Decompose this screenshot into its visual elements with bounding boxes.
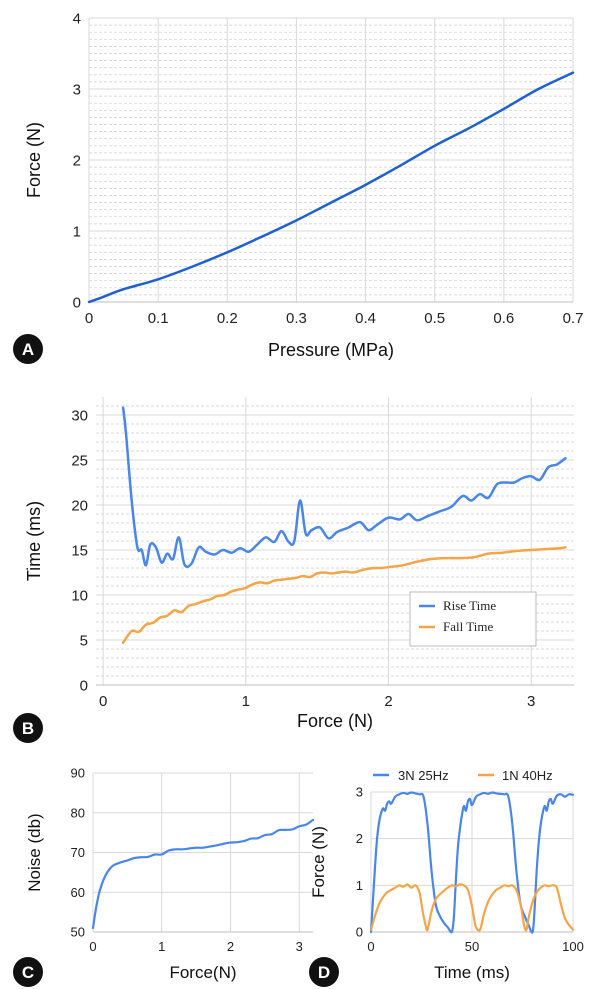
x-tick-label: 3 (296, 939, 303, 954)
x-tick-label: 0.2 (217, 310, 238, 327)
y-tick-label: 3 (73, 81, 81, 98)
y-axis-title: Noise (db) (25, 813, 44, 891)
x-tick-label: 0 (99, 693, 107, 710)
legend-label: 3N 25Hz (398, 768, 449, 783)
y-tick-label: 1 (356, 878, 363, 893)
panel-badge-b (13, 713, 43, 743)
y-tick-label: 5 (80, 632, 88, 649)
y-tick-label: 1 (73, 223, 81, 240)
x-tick-label: 3 (527, 693, 535, 710)
panel-letter: D (318, 963, 330, 982)
panel-b: 0 5 10 15 20 25 30 0 1 2 3 Force (N) Time (ms) B Rise … (13, 397, 574, 743)
x-axis-title: Force(N) (169, 963, 236, 982)
x-tick-label: 2 (227, 939, 234, 954)
x-axis-title: Time (ms) (434, 963, 510, 982)
y-tick-label: 4 (73, 10, 81, 27)
y-tick-label: 0 (80, 677, 88, 694)
panel-badge-c (13, 957, 43, 987)
x-tick-label: 0.6 (493, 310, 514, 327)
series-line-rise-time (121, 406, 567, 569)
y-axis-title: Time (ms) (24, 501, 44, 581)
y-tick-label: 80 (71, 805, 85, 820)
panel-letter: C (22, 963, 34, 982)
series-line-3n-25hz (369, 791, 575, 934)
y-tick-label: 50 (71, 925, 85, 940)
series-line-a (87, 71, 575, 304)
legend-label: 1N 40Hz (502, 768, 553, 783)
panel-d: 0 1 2 3 0 50 100 Time (ms) Force (N) D 3N 25Hz 1N 4… (309, 768, 584, 987)
y-tick-label: 30 (71, 407, 88, 424)
y-tick-label: 20 (71, 497, 88, 514)
series-line-fall-time (121, 546, 567, 644)
panel-letter: A (22, 340, 34, 359)
y-axis-title: Force (N) (24, 122, 44, 198)
y-tick-label: 0 (73, 294, 81, 311)
x-tick-label: 0 (89, 939, 96, 954)
x-axis-title: Force (N) (297, 711, 373, 731)
y-axis-title: Force (N) (309, 826, 328, 898)
x-axis-title: Pressure (MPa) (268, 340, 394, 360)
y-tick-label: 10 (71, 587, 88, 604)
x-tick-label: 0 (85, 310, 93, 327)
series-line-c (91, 818, 315, 930)
panel-letter: B (22, 719, 34, 738)
x-tick-label: 0.7 (563, 310, 584, 327)
y-tick-label: 70 (71, 845, 85, 860)
y-tick-label: 2 (356, 831, 363, 846)
y-tick-label: 60 (71, 885, 85, 900)
y-tick-label: 3 (356, 785, 363, 800)
y-tick-label: 15 (71, 542, 88, 559)
series-line-1n-40hz (369, 883, 575, 932)
y-tick-label: 90 (71, 766, 85, 781)
x-tick-label: 0.1 (148, 310, 169, 327)
legend-label: Rise Time (443, 598, 496, 613)
x-tick-label: 0.5 (424, 310, 445, 327)
y-tick-label: 25 (71, 452, 88, 469)
panel-badge-a (13, 334, 43, 364)
x-tick-label: 100 (562, 939, 584, 954)
y-tick-label: 0 (356, 925, 363, 940)
panel-a: 0 1 2 3 4 0 0.1 0.2 0.3 0.4 0.5 0.6 0.7 Pressure (MPa… (13, 10, 583, 364)
panel-c: 50 60 70 80 90 0 1 2 3 Force(N) Noise (db) C (13, 766, 315, 987)
x-tick-label: 0.4 (355, 310, 376, 327)
y-tick-label: 2 (73, 152, 81, 169)
x-tick-label: 50 (465, 939, 479, 954)
legend-box (409, 591, 537, 647)
x-tick-label: 2 (384, 693, 392, 710)
x-tick-label: 0 (367, 939, 374, 954)
x-tick-label: 0.3 (286, 310, 307, 327)
panel-badge-d (309, 957, 339, 987)
legend-label: Fall Time (443, 619, 493, 634)
x-tick-label: 1 (242, 693, 250, 710)
x-tick-label: 1 (158, 939, 165, 954)
